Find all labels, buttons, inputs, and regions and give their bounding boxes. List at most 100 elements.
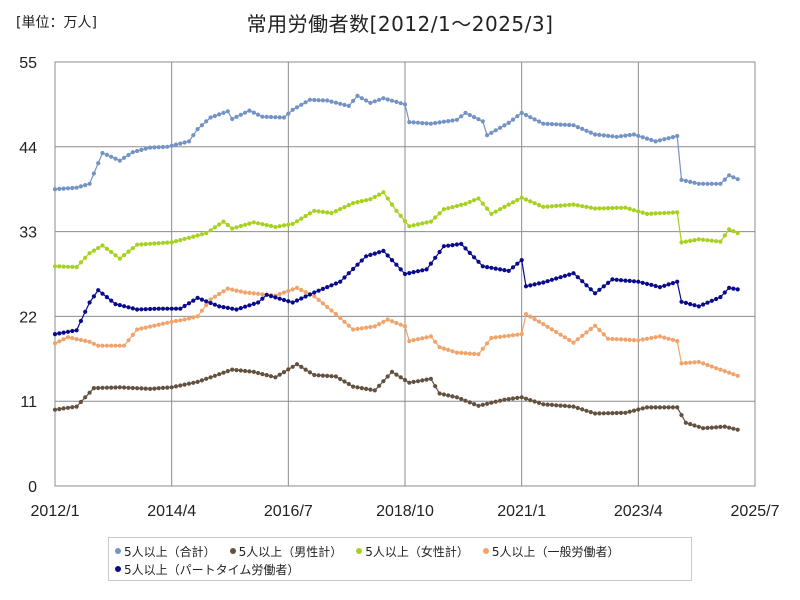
data-point: [709, 298, 714, 303]
data-point: [614, 410, 619, 416]
data-point: [238, 368, 243, 373]
data-point: [195, 379, 200, 384]
data-point: [631, 279, 637, 284]
data-point: [178, 141, 183, 146]
data-point: [727, 173, 732, 178]
data-point: [575, 203, 580, 208]
data-point: [57, 407, 62, 412]
data-point: [281, 290, 287, 295]
data-point: [104, 295, 109, 300]
data-point: [502, 204, 507, 209]
data-point: [277, 224, 282, 229]
data-point: [96, 245, 101, 251]
data-point: [290, 364, 295, 369]
data-point: [381, 190, 386, 195]
data-point: [554, 203, 559, 208]
data-point: [320, 301, 325, 306]
data-point: [381, 248, 386, 253]
data-point: [294, 285, 300, 290]
data-point: [407, 120, 412, 125]
data-point: [178, 238, 183, 243]
data-point: [316, 288, 321, 293]
data-point: [709, 181, 714, 186]
data-point: [364, 254, 369, 259]
data-point: [441, 119, 446, 124]
data-point: [299, 102, 304, 107]
data-point: [653, 139, 658, 144]
data-point: [96, 161, 101, 166]
data-point: [731, 372, 736, 377]
data-point: [182, 236, 187, 241]
data-point: [74, 404, 79, 409]
data-point: [701, 181, 706, 186]
data-point: [160, 240, 166, 245]
data-point: [234, 368, 239, 373]
data-point: [160, 385, 166, 390]
data-point: [472, 351, 477, 356]
data-point: [338, 279, 343, 284]
data-point: [230, 116, 235, 122]
data-point: [597, 132, 602, 137]
data-point: [454, 350, 459, 355]
data-point: [78, 260, 83, 265]
data-point: [606, 336, 611, 341]
data-point: [588, 205, 593, 210]
data-point: [606, 280, 611, 285]
legend: 5人以上（合計） 5人以上（男性計） 5人以上（女性計） 5人以上（一般労働者）…: [108, 537, 692, 581]
data-point: [675, 210, 680, 215]
data-point: [692, 423, 697, 428]
data-point: [692, 360, 697, 365]
data-point: [307, 370, 312, 375]
data-point: [541, 204, 546, 209]
data-point: [57, 331, 62, 336]
data-point: [450, 205, 455, 210]
legend-row: 5人以上（パートタイム労働者）: [115, 560, 313, 578]
data-point: [61, 264, 66, 269]
x-tick-label: 2012/1: [31, 503, 80, 520]
data-point: [688, 302, 693, 307]
data-point: [230, 306, 235, 311]
data-point: [727, 227, 732, 232]
y-tick-label: 22: [19, 309, 37, 326]
data-point: [549, 402, 555, 407]
data-point: [398, 101, 403, 106]
data-point: [122, 155, 127, 160]
data-point: [420, 121, 425, 126]
data-point: [355, 262, 360, 267]
data-point: [100, 243, 105, 248]
data-point: [519, 332, 524, 337]
data-point: [735, 177, 740, 182]
data-point: [130, 332, 135, 337]
data-point: [74, 337, 79, 342]
data-point: [666, 405, 671, 410]
data-point: [498, 207, 503, 212]
data-point: [718, 239, 723, 244]
data-point: [156, 145, 161, 150]
data-point: [260, 114, 265, 119]
data-point: [519, 195, 524, 200]
data-point: [109, 298, 114, 303]
data-point: [143, 307, 148, 312]
data-point: [709, 238, 714, 243]
data-point: [433, 384, 438, 389]
data-point: [91, 386, 96, 391]
legend-item-female: 5人以上（女性計）: [356, 543, 469, 560]
data-point: [169, 143, 174, 148]
data-point: [372, 251, 377, 256]
data-point: [485, 133, 490, 138]
data-point: [389, 369, 395, 374]
data-point: [221, 289, 226, 294]
data-point: [273, 224, 278, 230]
data-point: [532, 201, 537, 206]
data-point: [679, 177, 684, 182]
data-point: [437, 249, 442, 255]
data-point: [476, 196, 481, 201]
data-point: [225, 109, 230, 114]
chart-title: 常用労働者数[2012/1～2025/3]: [246, 12, 554, 36]
data-point: [688, 422, 693, 427]
data-point: [368, 387, 373, 392]
data-point: [70, 405, 75, 410]
data-point: [312, 290, 317, 295]
data-point: [173, 306, 179, 311]
data-point: [277, 115, 282, 120]
